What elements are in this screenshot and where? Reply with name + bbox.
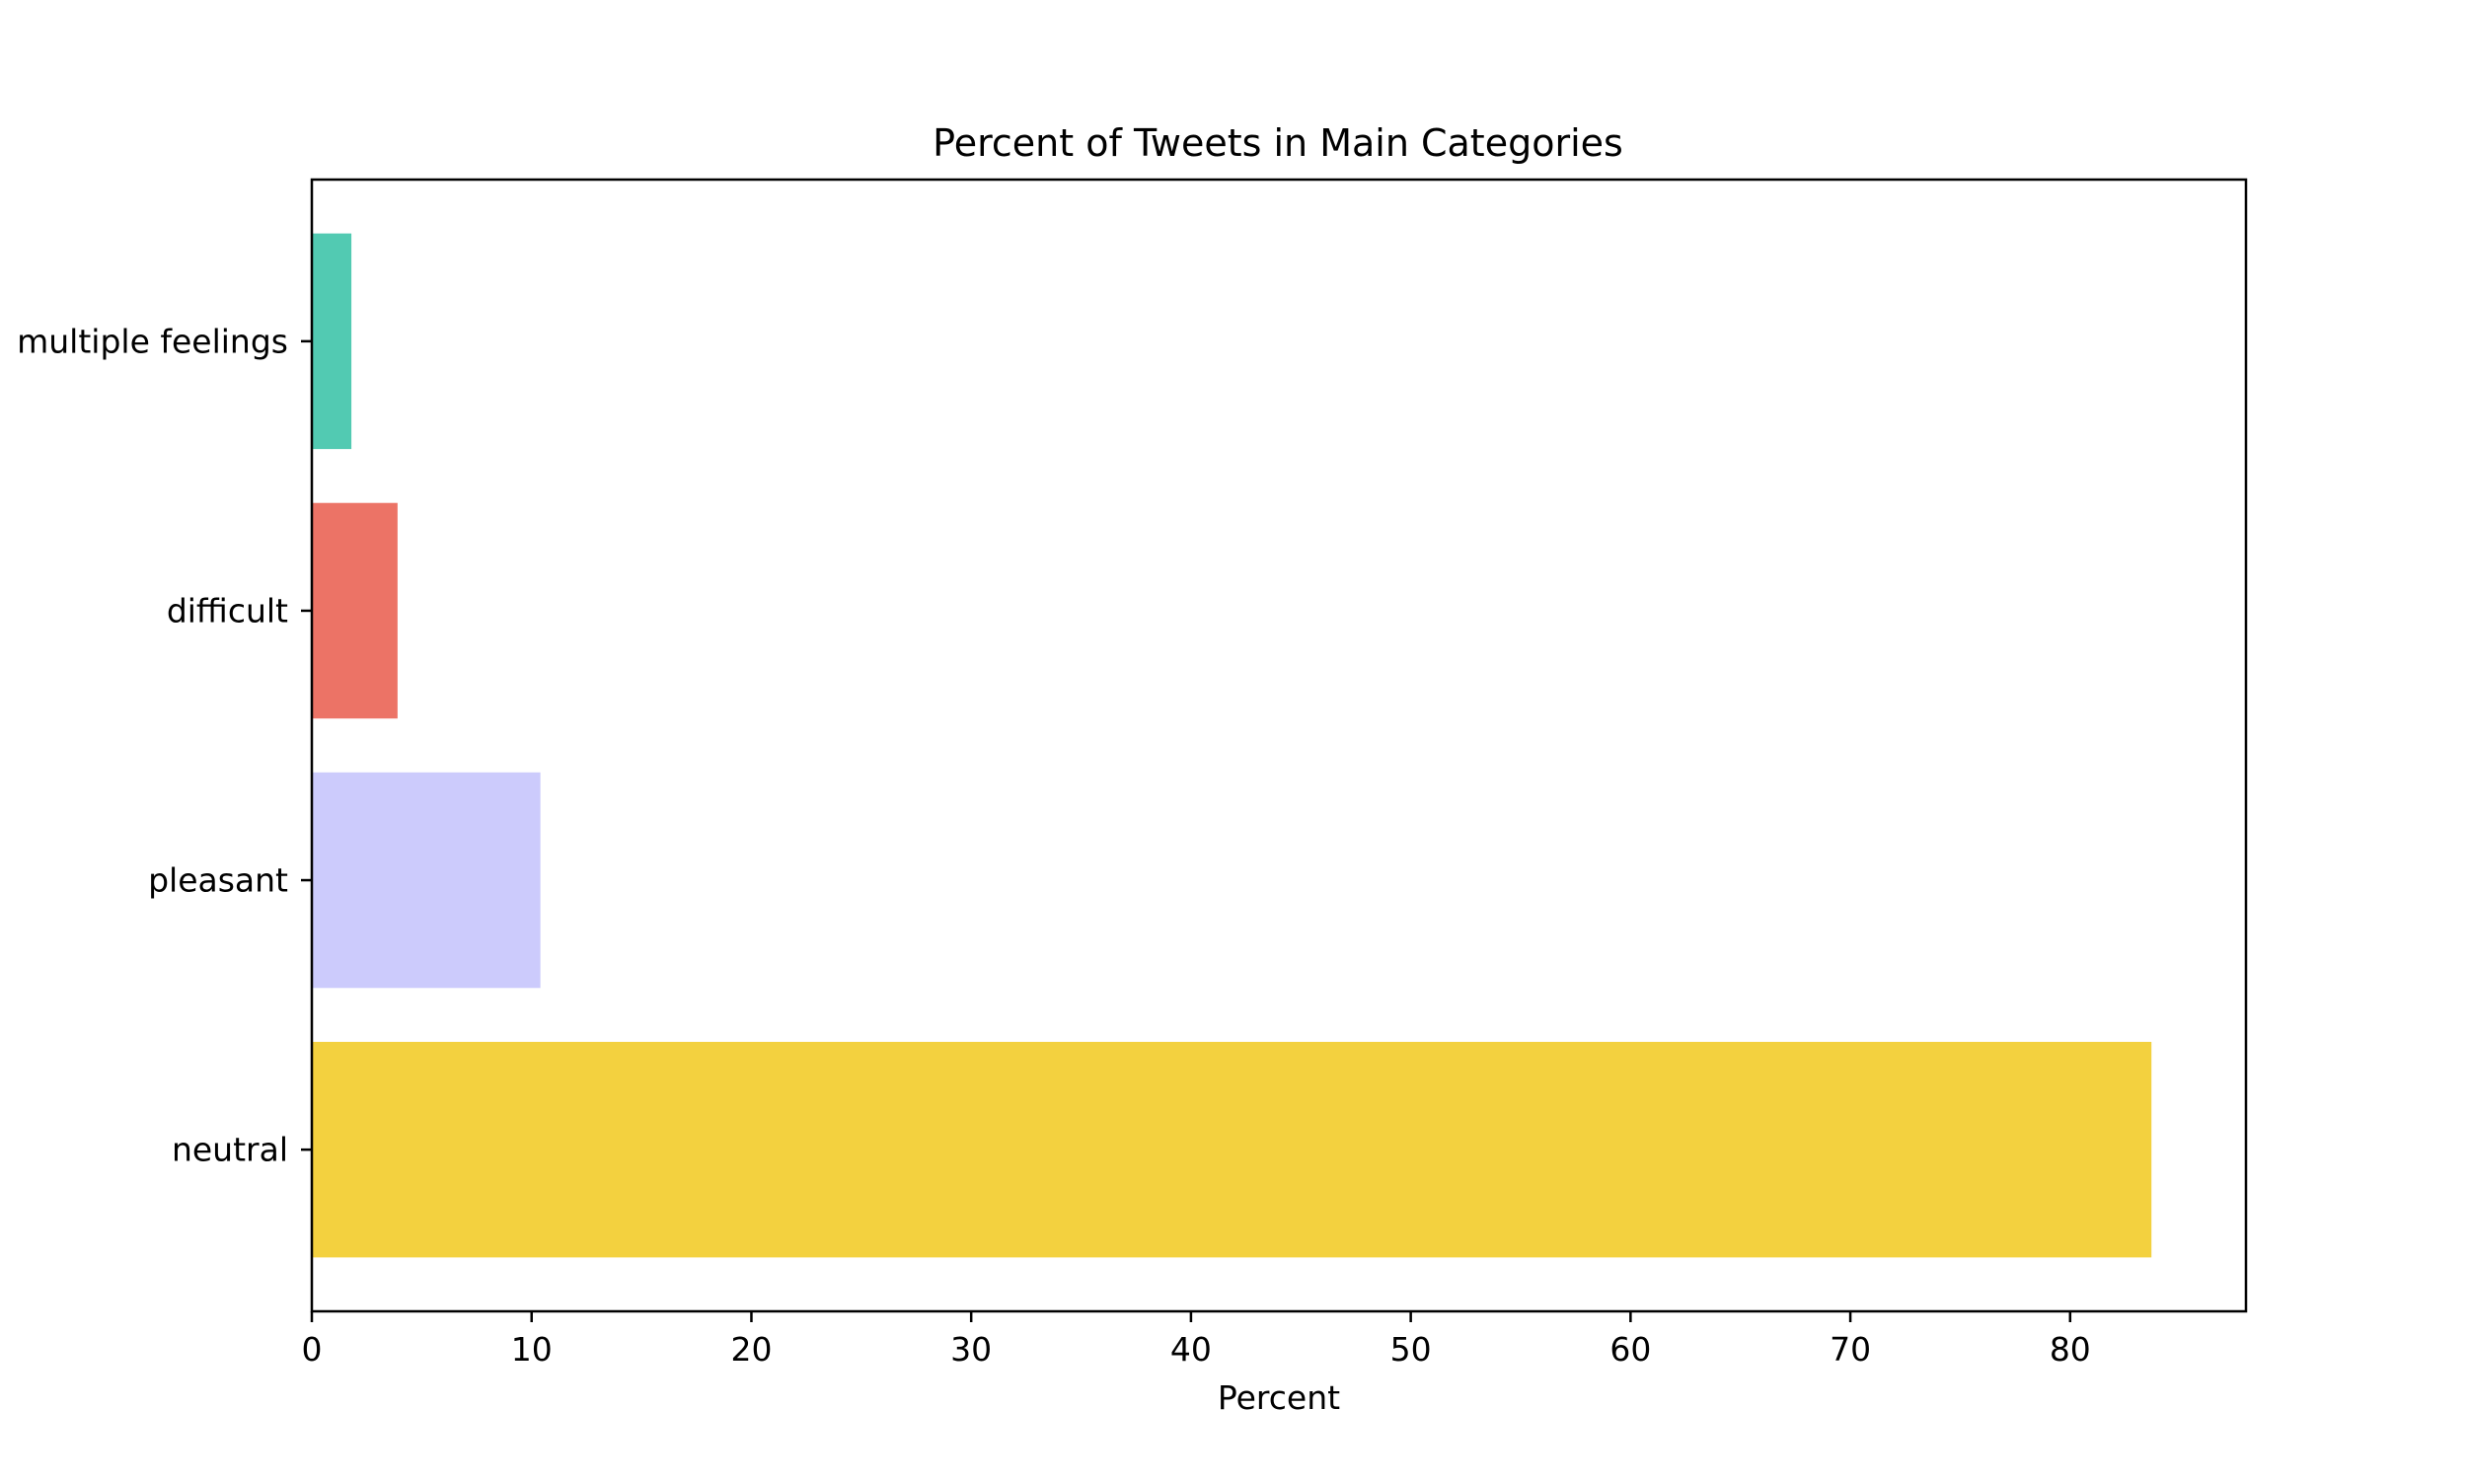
x-tick-label: 70: [1830, 1330, 1871, 1369]
x-axis-label: Percent: [1218, 1378, 1340, 1417]
x-tick-label: 50: [1390, 1330, 1432, 1369]
x-tick-label: 60: [1609, 1330, 1651, 1369]
plot-frame: [310, 178, 2248, 1313]
x-tick-label: 10: [511, 1330, 553, 1369]
chart-title: Percent of Tweets in Main Categories: [933, 121, 1623, 165]
bar-neutral: [312, 1041, 2152, 1258]
bar-multiple-feelings: [312, 233, 352, 450]
y-tick-label: neutral: [172, 1131, 288, 1169]
x-tick-label: 20: [730, 1330, 772, 1369]
y-tick-label: multiple feelings: [17, 322, 288, 360]
x-tick-label: 40: [1170, 1330, 1212, 1369]
bar-pleasant: [312, 772, 541, 989]
bars-layer: [312, 233, 2152, 1258]
axes-layer: neutral pleasant difficult multiple feeling…: [17, 322, 2091, 1369]
x-tick-label: 80: [2050, 1330, 2091, 1369]
y-tick-label: difficult: [167, 591, 288, 630]
x-tick-label: 30: [950, 1330, 992, 1369]
x-tick-label: 0: [302, 1330, 323, 1369]
y-tick-label: pleasant: [148, 861, 288, 900]
bar-difficult: [312, 502, 398, 719]
